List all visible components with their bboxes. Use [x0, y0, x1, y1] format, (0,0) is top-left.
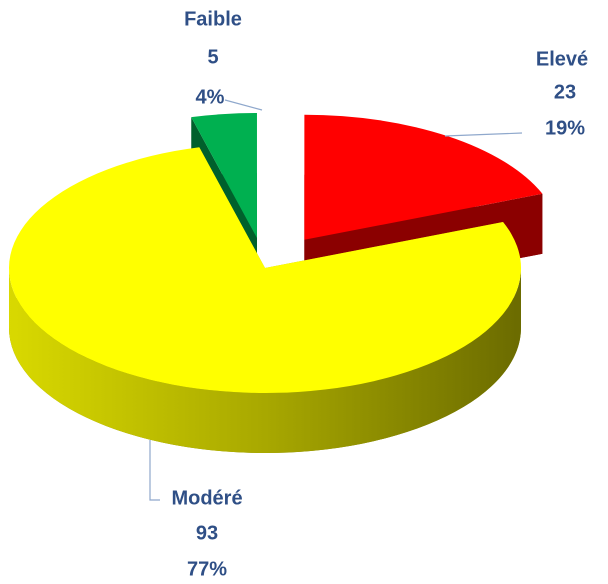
slice-label: Elevé — [536, 48, 588, 70]
slice-percent: 77% — [187, 558, 227, 580]
slice — [8, 147, 521, 394]
pie — [8, 112, 543, 453]
leader-line — [224, 99, 263, 111]
slice-label: Modéré — [171, 487, 242, 509]
slice-value: 23 — [554, 81, 576, 103]
leader-line — [149, 440, 160, 501]
slice-percent: 19% — [545, 117, 585, 139]
slice — [304, 114, 543, 240]
slice-value: 93 — [196, 522, 218, 544]
slice-wall — [9, 268, 521, 453]
slice-label: Faible — [184, 8, 242, 30]
leader-line — [444, 132, 523, 137]
slice-value: 5 — [207, 46, 218, 68]
slice — [191, 112, 257, 238]
slice-percent: 4% — [196, 86, 225, 108]
